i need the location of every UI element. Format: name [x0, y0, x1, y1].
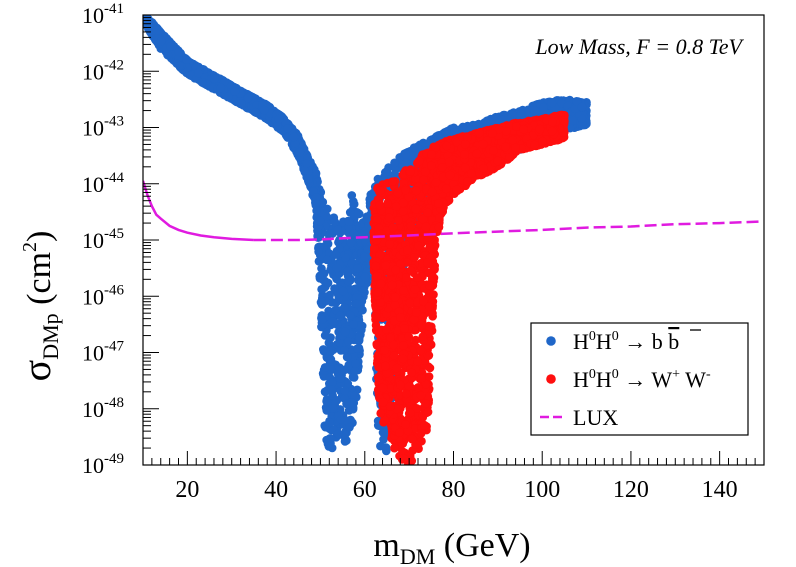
data-point: [324, 338, 334, 348]
data-point: [343, 267, 352, 276]
data-point: [360, 272, 370, 282]
data-point: [336, 415, 346, 424]
data-point: [210, 74, 219, 83]
data-point: [328, 317, 338, 326]
data-point: [351, 359, 360, 368]
data-point: [332, 263, 342, 273]
data-point: [323, 204, 332, 214]
data-point: [317, 285, 326, 294]
data-point: [342, 399, 351, 409]
series-h0h0-b-bbar: [143, 15, 591, 456]
data-point: [322, 406, 332, 415]
data-point: [333, 225, 343, 234]
data-point: [349, 200, 358, 209]
data-point: [349, 320, 358, 329]
data-layer: [143, 15, 764, 465]
data-point: [382, 446, 391, 456]
data-point: [316, 298, 326, 307]
data-point: [315, 216, 325, 226]
data-point: [340, 327, 350, 337]
data-point: [343, 276, 353, 286]
data-point: [323, 278, 333, 288]
data-point: [381, 168, 390, 177]
data-point: [360, 252, 370, 262]
data-point: [332, 396, 342, 405]
data-point: [350, 366, 360, 376]
data-point: [325, 434, 335, 443]
data-point: [174, 47, 183, 57]
data-point: [355, 332, 364, 342]
data-point: [340, 386, 350, 396]
data-point: [314, 247, 323, 257]
data-point: [335, 374, 345, 383]
data-point: [317, 315, 327, 325]
data-point: [346, 238, 356, 248]
data-point: [378, 428, 388, 437]
data-point: [340, 346, 349, 355]
data-point: [353, 208, 363, 218]
data-point: [324, 442, 334, 451]
data-point: [401, 149, 411, 159]
data-point: [335, 235, 344, 245]
data-point: [326, 355, 336, 364]
data-point: [330, 217, 340, 227]
data-point: [315, 274, 325, 283]
data-point: [344, 337, 353, 346]
data-point: [333, 429, 343, 438]
data-point: [347, 191, 357, 200]
data-point: [322, 255, 332, 264]
data-point: [390, 158, 399, 168]
data-point: [320, 331, 330, 340]
